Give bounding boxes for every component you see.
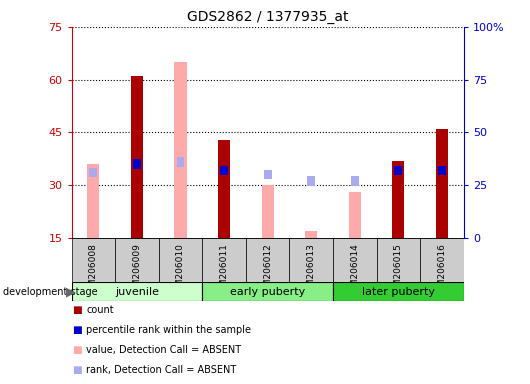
Bar [202, 238, 246, 282]
Bar [220, 166, 228, 175]
Text: GSM206010: GSM206010 [176, 243, 185, 298]
Bar [158, 238, 202, 282]
Text: count: count [86, 305, 114, 315]
Bar [72, 238, 115, 282]
Text: GSM206016: GSM206016 [437, 243, 446, 298]
Bar [333, 282, 464, 301]
Bar [72, 282, 202, 301]
Text: development stage: development stage [3, 287, 98, 297]
Text: GSM206009: GSM206009 [132, 243, 142, 298]
Bar [264, 170, 271, 179]
Text: value, Detection Call = ABSENT: value, Detection Call = ABSENT [86, 345, 242, 355]
Text: rank, Detection Call = ABSENT: rank, Detection Call = ABSENT [86, 365, 236, 375]
Bar [305, 231, 317, 238]
Text: ■: ■ [72, 305, 81, 315]
Bar [174, 62, 187, 238]
Bar [394, 166, 402, 175]
Bar [133, 159, 141, 169]
Text: GSM206014: GSM206014 [350, 243, 359, 298]
Bar [307, 176, 315, 186]
Text: ■: ■ [72, 365, 81, 375]
Bar [131, 76, 143, 238]
Bar [438, 166, 446, 175]
Bar [333, 238, 377, 282]
Bar [176, 157, 184, 167]
Text: ▶: ▶ [66, 285, 76, 298]
Text: ■: ■ [72, 345, 81, 355]
Text: GSM206008: GSM206008 [89, 243, 98, 298]
Bar [218, 139, 230, 238]
Bar [133, 159, 141, 169]
Text: ■: ■ [72, 325, 81, 335]
Bar [349, 192, 361, 238]
Title: GDS2862 / 1377935_at: GDS2862 / 1377935_at [187, 10, 348, 25]
Text: percentile rank within the sample: percentile rank within the sample [86, 325, 251, 335]
Bar [202, 282, 333, 301]
Bar [351, 176, 359, 186]
Text: juvenile: juvenile [115, 287, 159, 297]
Text: later puberty: later puberty [362, 287, 435, 297]
Bar [115, 238, 158, 282]
Bar [438, 166, 446, 175]
Text: GSM206013: GSM206013 [307, 243, 316, 298]
Bar [436, 129, 448, 238]
Bar [90, 168, 98, 177]
Text: GSM206011: GSM206011 [219, 243, 228, 298]
Text: early puberty: early puberty [230, 287, 305, 297]
Text: GSM206012: GSM206012 [263, 243, 272, 298]
Bar [289, 238, 333, 282]
Bar [392, 161, 404, 238]
Bar [261, 185, 274, 238]
Bar [87, 164, 100, 238]
Bar [246, 238, 289, 282]
Text: GSM206015: GSM206015 [394, 243, 403, 298]
Bar [377, 238, 420, 282]
Bar [420, 238, 464, 282]
